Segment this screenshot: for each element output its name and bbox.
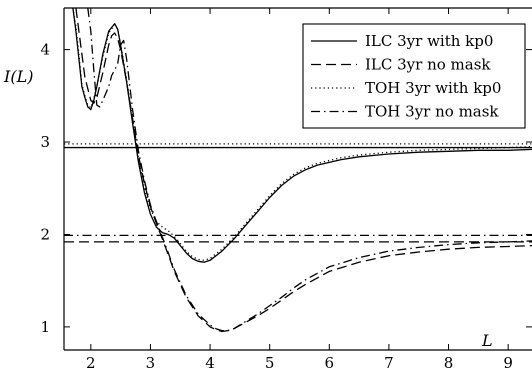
- x-tick-label-6: 8: [444, 354, 454, 372]
- y-tick-label-2: 3: [40, 133, 50, 151]
- y-tick-label-1: 2: [40, 225, 50, 243]
- x-tick-label-7: 9: [503, 354, 513, 372]
- x-tick-label-4: 6: [325, 354, 335, 372]
- x-tick-label-0: 2: [86, 354, 96, 372]
- legend: ILC 3yr with kp0 ILC 3yr no mask TOH 3yr w…: [302, 23, 526, 129]
- series-line-3: [87, 8, 532, 332]
- legend-label-3: TOH 3yr no mask: [365, 103, 499, 121]
- y-axis-label: I(L): [3, 67, 33, 86]
- x-tick-label-3: 5: [265, 354, 275, 372]
- x-axis-label: L: [481, 331, 493, 350]
- legend-label-2: TOH 3yr with kp0: [365, 79, 501, 97]
- axis-ticks: 2 3 4 5 6 7 8 9 1 2 3 4: [40, 8, 532, 372]
- series-line-0: [72, 8, 532, 263]
- x-tick-label-5: 7: [384, 354, 394, 372]
- legend-label-1: ILC 3yr no mask: [365, 56, 491, 74]
- x-tick-label-1: 3: [146, 354, 156, 372]
- series-line-1: [75, 8, 532, 333]
- y-tick-label-3: 4: [40, 41, 50, 59]
- x-tick-label-2: 4: [205, 354, 215, 372]
- reference-lines: [64, 143, 532, 243]
- legend-label-0: ILC 3yr with kp0: [365, 32, 493, 50]
- series-line-2: [72, 8, 532, 261]
- series-lines: [72, 8, 532, 333]
- y-tick-label-0: 1: [40, 318, 50, 336]
- plot-frame: [63, 7, 532, 351]
